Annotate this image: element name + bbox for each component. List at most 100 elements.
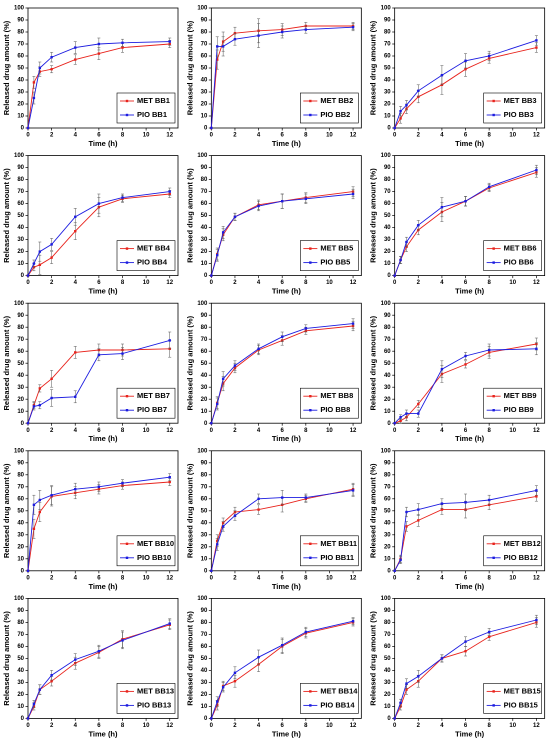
y-tick-label: 100 [14, 596, 25, 602]
y-tick-label: 100 [14, 153, 25, 159]
x-tick-label: 0 [210, 428, 214, 434]
y-tick-label: 30 [17, 237, 24, 243]
legend-label: PIO BB12 [504, 553, 538, 562]
data-point [50, 256, 53, 259]
x-axis-label: Time (h) [88, 434, 118, 443]
data-point [74, 215, 77, 218]
x-tick-label: 4 [257, 723, 261, 729]
data-point [32, 702, 36, 706]
legend-box [300, 683, 359, 714]
data-point [216, 254, 219, 257]
y-tick-label: 20 [384, 249, 391, 255]
legend-marker [125, 247, 129, 250]
data-point [50, 680, 53, 683]
x-tick-label: 12 [533, 575, 540, 581]
x-tick-label: 8 [487, 428, 491, 434]
legend-label: PIO BB5 [320, 258, 350, 267]
y-tick-label: 100 [14, 301, 25, 307]
series-line [27, 41, 170, 129]
y-axis-label: Released drug amount (%) [2, 168, 11, 263]
legend-label: PIO BB2 [320, 110, 350, 119]
data-point [50, 68, 53, 71]
data-point [280, 496, 284, 499]
x-tick-label: 8 [121, 133, 125, 139]
legend-box [300, 387, 359, 419]
y-tick-label: 10 [17, 114, 24, 120]
legend-label: MET BB13 [137, 686, 174, 695]
y-tick-label: 70 [17, 632, 24, 638]
y-tick-label: 40 [384, 668, 391, 674]
x-tick-label: 0 [393, 133, 397, 139]
data-point [405, 525, 408, 528]
legend-box [116, 92, 176, 124]
data-point [74, 395, 77, 398]
x-axis-label: Time (h) [272, 287, 302, 296]
x-tick-label: 2 [417, 723, 421, 729]
y-tick-label: 10 [17, 261, 24, 267]
y-tick-label: 100 [197, 6, 208, 12]
y-tick-label: 90 [384, 460, 391, 466]
x-tick-label: 12 [166, 428, 173, 434]
y-tick-label: 0 [204, 273, 208, 279]
legend-box [483, 683, 542, 714]
data-point [405, 682, 408, 685]
x-tick-label: 12 [533, 723, 540, 729]
x-tick-label: 4 [74, 133, 78, 139]
data-point [210, 126, 213, 130]
y-tick-label: 30 [17, 532, 24, 538]
y-tick-label: 90 [201, 313, 208, 319]
y-axis-label: Released drug amount (%) [369, 20, 378, 115]
y-tick-label: 60 [201, 496, 208, 502]
data-point [221, 686, 225, 689]
legend-box [300, 535, 359, 567]
series-line [27, 43, 170, 129]
series-line [27, 481, 170, 571]
data-point [38, 404, 42, 407]
x-tick-label: 10 [143, 428, 150, 434]
x-tick-label: 2 [233, 133, 237, 139]
legend-label: PIO BB11 [320, 553, 354, 562]
y-tick-label: 100 [197, 448, 208, 454]
y-tick-label: 10 [384, 261, 391, 267]
x-tick-label: 10 [509, 575, 516, 581]
data-point [304, 630, 308, 634]
legend-marker [309, 556, 312, 559]
x-tick-label: 4 [74, 428, 78, 434]
data-point [74, 230, 77, 233]
y-tick-label: 80 [384, 177, 391, 183]
y-tick-label: 10 [384, 556, 391, 562]
legend-label: PIO BB14 [320, 700, 355, 709]
data-point [32, 405, 36, 408]
y-tick-label: 20 [17, 544, 24, 550]
data-point [50, 377, 53, 380]
y-tick-label: 100 [381, 448, 392, 454]
data-point [26, 422, 30, 425]
y-tick-label: 90 [384, 18, 391, 24]
legend-marker [492, 113, 495, 117]
legend-label: MET BB9 [504, 391, 537, 400]
y-tick-label: 80 [17, 620, 24, 626]
y-tick-label: 90 [17, 313, 24, 319]
y-axis-label: Released drug amount (%) [369, 611, 378, 706]
x-tick-label: 6 [281, 723, 285, 729]
y-axis-label: Released drug amount (%) [2, 20, 11, 115]
data-point [405, 688, 408, 691]
y-tick-label: 100 [381, 596, 392, 602]
legend-marker [125, 542, 129, 545]
y-tick-label: 50 [201, 508, 208, 514]
data-point [257, 347, 260, 350]
y-tick-label: 70 [17, 337, 24, 343]
y-tick-label: 10 [17, 704, 24, 710]
x-tick-label: 8 [304, 133, 308, 139]
x-tick-label: 8 [487, 280, 491, 286]
data-point [121, 482, 124, 485]
data-point [216, 58, 219, 61]
data-point [26, 569, 30, 572]
data-point [50, 674, 53, 677]
y-tick-label: 30 [17, 385, 24, 391]
data-point [74, 58, 77, 61]
y-tick-label: 70 [384, 484, 391, 490]
series-line [210, 193, 354, 276]
y-tick-label: 70 [17, 42, 24, 48]
legend-box [483, 92, 542, 124]
